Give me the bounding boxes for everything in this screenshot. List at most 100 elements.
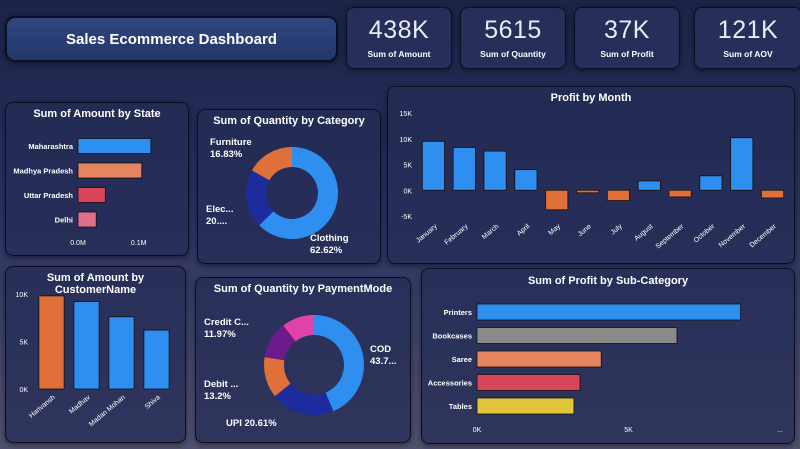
bar-october	[699, 175, 723, 191]
y-tick-label: 10K	[400, 137, 413, 144]
kpi-label: Sum of AOV	[723, 48, 773, 59]
slice-furniture	[251, 147, 292, 181]
x-tick-label-madhav: Madhav	[68, 394, 92, 416]
bar-maharashtra	[77, 138, 152, 154]
kpi-card-profit[interactable]: 37K Sum of Profit	[574, 7, 680, 69]
category-label-uttar-pradesh: Uttar Pradesh	[24, 191, 74, 200]
x-tick-label-october: October	[693, 223, 717, 245]
x-tick-label-february: February	[444, 223, 470, 247]
payment-chart-panel[interactable]: Sum of Quantity by PaymentMode Credit C.…	[195, 277, 411, 443]
kpi-value: 438K	[368, 15, 430, 44]
x-tick-label-harivansh: Harivansh	[28, 394, 57, 420]
x-tick-label: 0K	[473, 427, 482, 434]
month-bar-chart: -5K 0K 5K 10K 15K January February March April Ma…	[400, 111, 785, 251]
slice-cod	[314, 315, 364, 412]
slice-clothing	[259, 147, 338, 239]
category-label-delhi: Delhi	[55, 216, 73, 225]
customer-chart-panel[interactable]: Sum of Amount by CustomerName 0K 5K 10K Har…	[5, 266, 186, 443]
x-tick-label-january: January	[415, 223, 439, 245]
bar-tables	[476, 397, 575, 415]
bar-june	[576, 189, 600, 194]
x-tick-label: 0.1M	[131, 240, 147, 247]
x-tick-label-madan-mohan: Madan Mohan	[88, 394, 127, 428]
month-chart-panel[interactable]: Profit by Month -5K 0K 5K 10K 15K January Febr…	[387, 86, 795, 264]
x-tick-label-august: August	[633, 223, 654, 242]
slice-percent-electronics: 20....	[206, 216, 227, 227]
bar-november	[730, 137, 754, 191]
bar-april	[514, 169, 538, 191]
chart-title: Sum of Profit by Sub-Category	[527, 275, 689, 287]
state-chart-panel[interactable]: Sum of Amount by State Maharashtra Madhya…	[5, 102, 189, 256]
x-tick-label-july: July	[610, 223, 624, 237]
category-label-printers: Printers	[444, 308, 472, 317]
y-tick-label: 15K	[400, 111, 413, 118]
bar-saree	[476, 350, 602, 368]
kpi-label: Sum of Profit	[600, 48, 654, 59]
bar-madhya-pradesh	[77, 162, 143, 179]
kpi-card-aov[interactable]: 121K Sum of AOV	[694, 7, 800, 69]
x-tick-label-april: April	[516, 223, 532, 238]
x-tick-label-november: November	[718, 223, 748, 250]
dashboard-title-panel: Sales Ecommerce Dashboard	[5, 16, 338, 62]
kpi-value: 37K	[604, 15, 650, 44]
slice-percent-debit-card: 13.2%	[204, 391, 231, 402]
y-tick-label: 10K	[16, 292, 29, 299]
kpi-value: 121K	[717, 15, 779, 44]
x-tick-label-september: September	[655, 223, 686, 251]
bar-accessories	[476, 374, 581, 391]
y-tick-label: 5K	[403, 163, 412, 170]
x-tick-label-march: March	[481, 223, 500, 241]
bar-march	[483, 150, 507, 191]
slice-label-furniture: Furniture	[210, 137, 252, 148]
chart-title: Sum of Quantity by Category	[213, 115, 365, 127]
slice-label-clothing: Clothing	[310, 233, 349, 244]
payment-donut-chart: Credit C...11.97% Debit ...13.2% COD43.7..…	[204, 315, 396, 429]
kpi-value: 5615	[484, 15, 542, 44]
slice-label-upi: UPI 20.61%	[226, 418, 277, 429]
bar-printers	[476, 303, 742, 321]
slice-electronics	[246, 170, 274, 226]
slice-label-cod: COD	[370, 344, 391, 355]
chart-title: Sum of Quantity by PaymentMode	[213, 283, 393, 295]
category-label-bookcases: Bookcases	[432, 332, 472, 341]
x-tick-label-june: June	[577, 223, 593, 238]
kpi-card-amount[interactable]: 438K Sum of Amount	[346, 7, 452, 69]
x-tick-label-december: December	[749, 223, 779, 250]
category-label-saree: Saree	[452, 355, 472, 364]
bar-madan-mohan	[108, 316, 135, 390]
kpi-card-quantity[interactable]: 5615 Sum of Quantity	[460, 7, 566, 69]
slice-percent-furniture: 16.83%	[210, 149, 243, 160]
slice-credit-card	[264, 325, 296, 361]
category-chart-panel[interactable]: Sum of Quantity by Category Furniture 16.…	[197, 109, 381, 264]
bar-september	[668, 189, 692, 198]
kpi-label: Sum of Amount	[367, 48, 431, 59]
x-tick-label: 0.0M	[70, 240, 86, 247]
y-tick-label: 5K	[19, 340, 28, 347]
slice-percent-clothing: 62.62%	[310, 245, 343, 256]
bar-madhav	[73, 301, 100, 390]
slice-percent-credit-card: 11.97%	[204, 329, 236, 340]
bar-delhi	[77, 211, 97, 228]
bar-february	[452, 147, 476, 191]
x-tick-label: 5K	[624, 427, 633, 434]
page-title: Sales Ecommerce Dashboard	[66, 30, 277, 48]
chart-title: Profit by Month	[550, 92, 632, 104]
slice-label-credit-card: Credit C...	[204, 317, 249, 328]
bar-uttar-pradesh	[77, 187, 106, 203]
bar-august	[637, 180, 661, 191]
subcategory-chart-panel[interactable]: Sum of Profit by Sub-Category Printers Bo…	[421, 268, 795, 444]
bar-harivansh	[38, 295, 65, 390]
x-tick-label-may: May	[547, 223, 562, 237]
bar-december	[761, 189, 785, 199]
slice-upi	[274, 383, 334, 415]
subcategory-bar-chart: Printers Bookcases Saree Accessories Tables 0…	[428, 303, 783, 434]
slice-percent-cod: 43.7...	[370, 356, 396, 367]
chart-title: Sum of Amount by State	[33, 108, 161, 120]
slice-emi	[283, 315, 314, 342]
slice-label-electronics: Elec...	[206, 204, 233, 215]
category-label-maharashtra: Maharashtra	[28, 142, 73, 151]
bar-bookcases	[476, 327, 678, 344]
bar-shiva	[143, 329, 170, 390]
